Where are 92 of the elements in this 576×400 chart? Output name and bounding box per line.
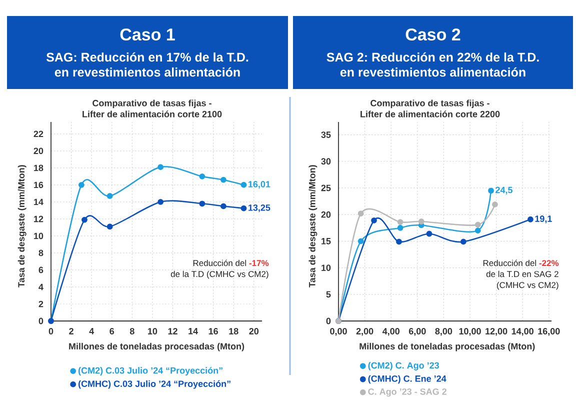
y-tick-label: 12 bbox=[34, 216, 44, 222]
point bbox=[158, 164, 164, 170]
y-tick-label: 0 bbox=[326, 318, 331, 324]
point bbox=[460, 238, 466, 245]
point bbox=[418, 218, 424, 224]
x-tick-label: 10 bbox=[148, 328, 158, 334]
point bbox=[78, 182, 84, 188]
x-tick-label: 0 bbox=[48, 328, 54, 334]
y-tick-label: 20 bbox=[34, 148, 44, 154]
legend-label: (CMHC) C. Ene ’24 bbox=[368, 375, 446, 384]
point bbox=[220, 203, 226, 210]
y-tick-label: 20 bbox=[321, 211, 331, 218]
y-tick-label: 25 bbox=[321, 184, 331, 192]
point bbox=[158, 198, 164, 205]
y-tick-label: 10 bbox=[34, 232, 44, 240]
y-tick-label: 30 bbox=[321, 158, 331, 165]
y-tick-label: 22 bbox=[34, 130, 44, 138]
chart-title: Caso 2 bbox=[406, 28, 460, 41]
point bbox=[371, 217, 377, 224]
annotation: de la T.D (CMHC vs CM2) bbox=[170, 270, 268, 279]
text: Comparativo de tasas fijas - Lifter de alimentación corte 2100 bbox=[82, 100, 222, 118]
x-tick-label: 2,00 bbox=[356, 328, 374, 336]
point bbox=[106, 224, 113, 230]
y-tick-label: 10 bbox=[322, 264, 331, 271]
y-tick-label: 6 bbox=[38, 266, 44, 274]
y-axis-title: Tasa de desgaste (mm/Mton) bbox=[18, 165, 26, 288]
annotation: Reducción del bbox=[193, 260, 246, 266]
x-tick-label: 18 bbox=[229, 328, 238, 334]
x-tick-label: 20 bbox=[249, 328, 259, 334]
y-tick-label: 16 bbox=[34, 182, 44, 188]
x-tick-label: 14 bbox=[188, 328, 198, 334]
annotation: -17% bbox=[249, 260, 269, 266]
data-label: 13,25 bbox=[248, 204, 270, 212]
point bbox=[474, 222, 481, 228]
x-tick-label: 8,00 bbox=[435, 328, 452, 336]
annotation: (CMHC vs CM2) bbox=[497, 282, 558, 290]
y-tick-label: 5 bbox=[326, 291, 331, 298]
legend-label: C. Ago ’23 - SAG 2 bbox=[368, 388, 446, 397]
point bbox=[426, 230, 432, 237]
y-tick-label: 0 bbox=[38, 318, 44, 324]
point bbox=[240, 205, 247, 212]
point bbox=[199, 173, 206, 180]
x-tick-label: 14,00 bbox=[512, 328, 534, 336]
point bbox=[397, 219, 404, 225]
x-tick-label: 12,00 bbox=[486, 328, 508, 336]
point bbox=[528, 216, 534, 222]
x-tick-label: 6 bbox=[110, 328, 114, 334]
chart-subtitle: SAG: Reducción en 17% de la T.D. en revestimientos alimentación bbox=[46, 52, 248, 77]
point bbox=[397, 224, 404, 231]
x-tick-label: 12 bbox=[168, 328, 178, 334]
y-tick-label: 14 bbox=[34, 198, 44, 206]
data-label: 16,01 bbox=[248, 181, 270, 189]
legend-label: (CM2) C.03 Julio ’24 “Proyección” bbox=[78, 366, 222, 376]
data-label: 19,1 bbox=[535, 216, 552, 224]
point bbox=[396, 238, 402, 245]
annotation: de la T.D en SAG 2 bbox=[486, 270, 558, 278]
point bbox=[492, 202, 498, 208]
y-axis-title: Tasa de desgaste (mm/Mton) bbox=[308, 165, 318, 288]
x-tick-label: 0,00 bbox=[330, 328, 347, 336]
point bbox=[106, 193, 113, 199]
chart-subtitle: SAG 2: Reducción en 22% de la T.D. en revestimientos alimentación bbox=[326, 52, 539, 77]
x-tick-label: 8 bbox=[130, 328, 134, 334]
data-label: 24,5 bbox=[496, 186, 512, 194]
y-tick-label: 35 bbox=[321, 132, 331, 138]
x-tick-label: 16 bbox=[208, 328, 218, 334]
y-tick-label: 18 bbox=[34, 164, 44, 172]
y-tick-label: 4 bbox=[38, 284, 44, 290]
legend-label: (CM2) C. Ago ’23 bbox=[368, 362, 440, 370]
point bbox=[488, 188, 494, 194]
legend-label: (CMHC) C.03 Julio ’24 “Proyección” bbox=[78, 380, 230, 389]
y-tick-label: 8 bbox=[38, 250, 44, 256]
text: Comparativo de tasas fijas - Lifter de alimentación corte 2200 bbox=[360, 100, 500, 118]
point bbox=[220, 176, 226, 183]
y-tick-label: 2 bbox=[38, 300, 44, 308]
point bbox=[358, 210, 364, 216]
chart-title: Caso 1 bbox=[120, 28, 175, 41]
y-tick-label: 15 bbox=[322, 238, 331, 244]
point bbox=[240, 182, 247, 188]
x-tick-label: 4 bbox=[89, 328, 94, 334]
x-tick-label: 4,00 bbox=[382, 328, 400, 336]
x-tick-label: 6,00 bbox=[408, 328, 426, 336]
x-axis-title: Millones de toneladas procesadas (Mton) bbox=[360, 342, 535, 352]
annotation: Reducción del bbox=[483, 260, 536, 266]
x-tick-label: 2 bbox=[69, 328, 74, 334]
x-axis-title: Millones de toneladas procesadas (Mton) bbox=[69, 342, 244, 352]
point bbox=[199, 200, 206, 207]
x-tick-label: 10,00 bbox=[459, 328, 481, 336]
x-tick-label: 16,00 bbox=[538, 328, 560, 336]
annotation: -22% bbox=[539, 260, 559, 266]
point bbox=[358, 238, 364, 244]
point bbox=[474, 228, 481, 234]
point bbox=[82, 216, 88, 223]
